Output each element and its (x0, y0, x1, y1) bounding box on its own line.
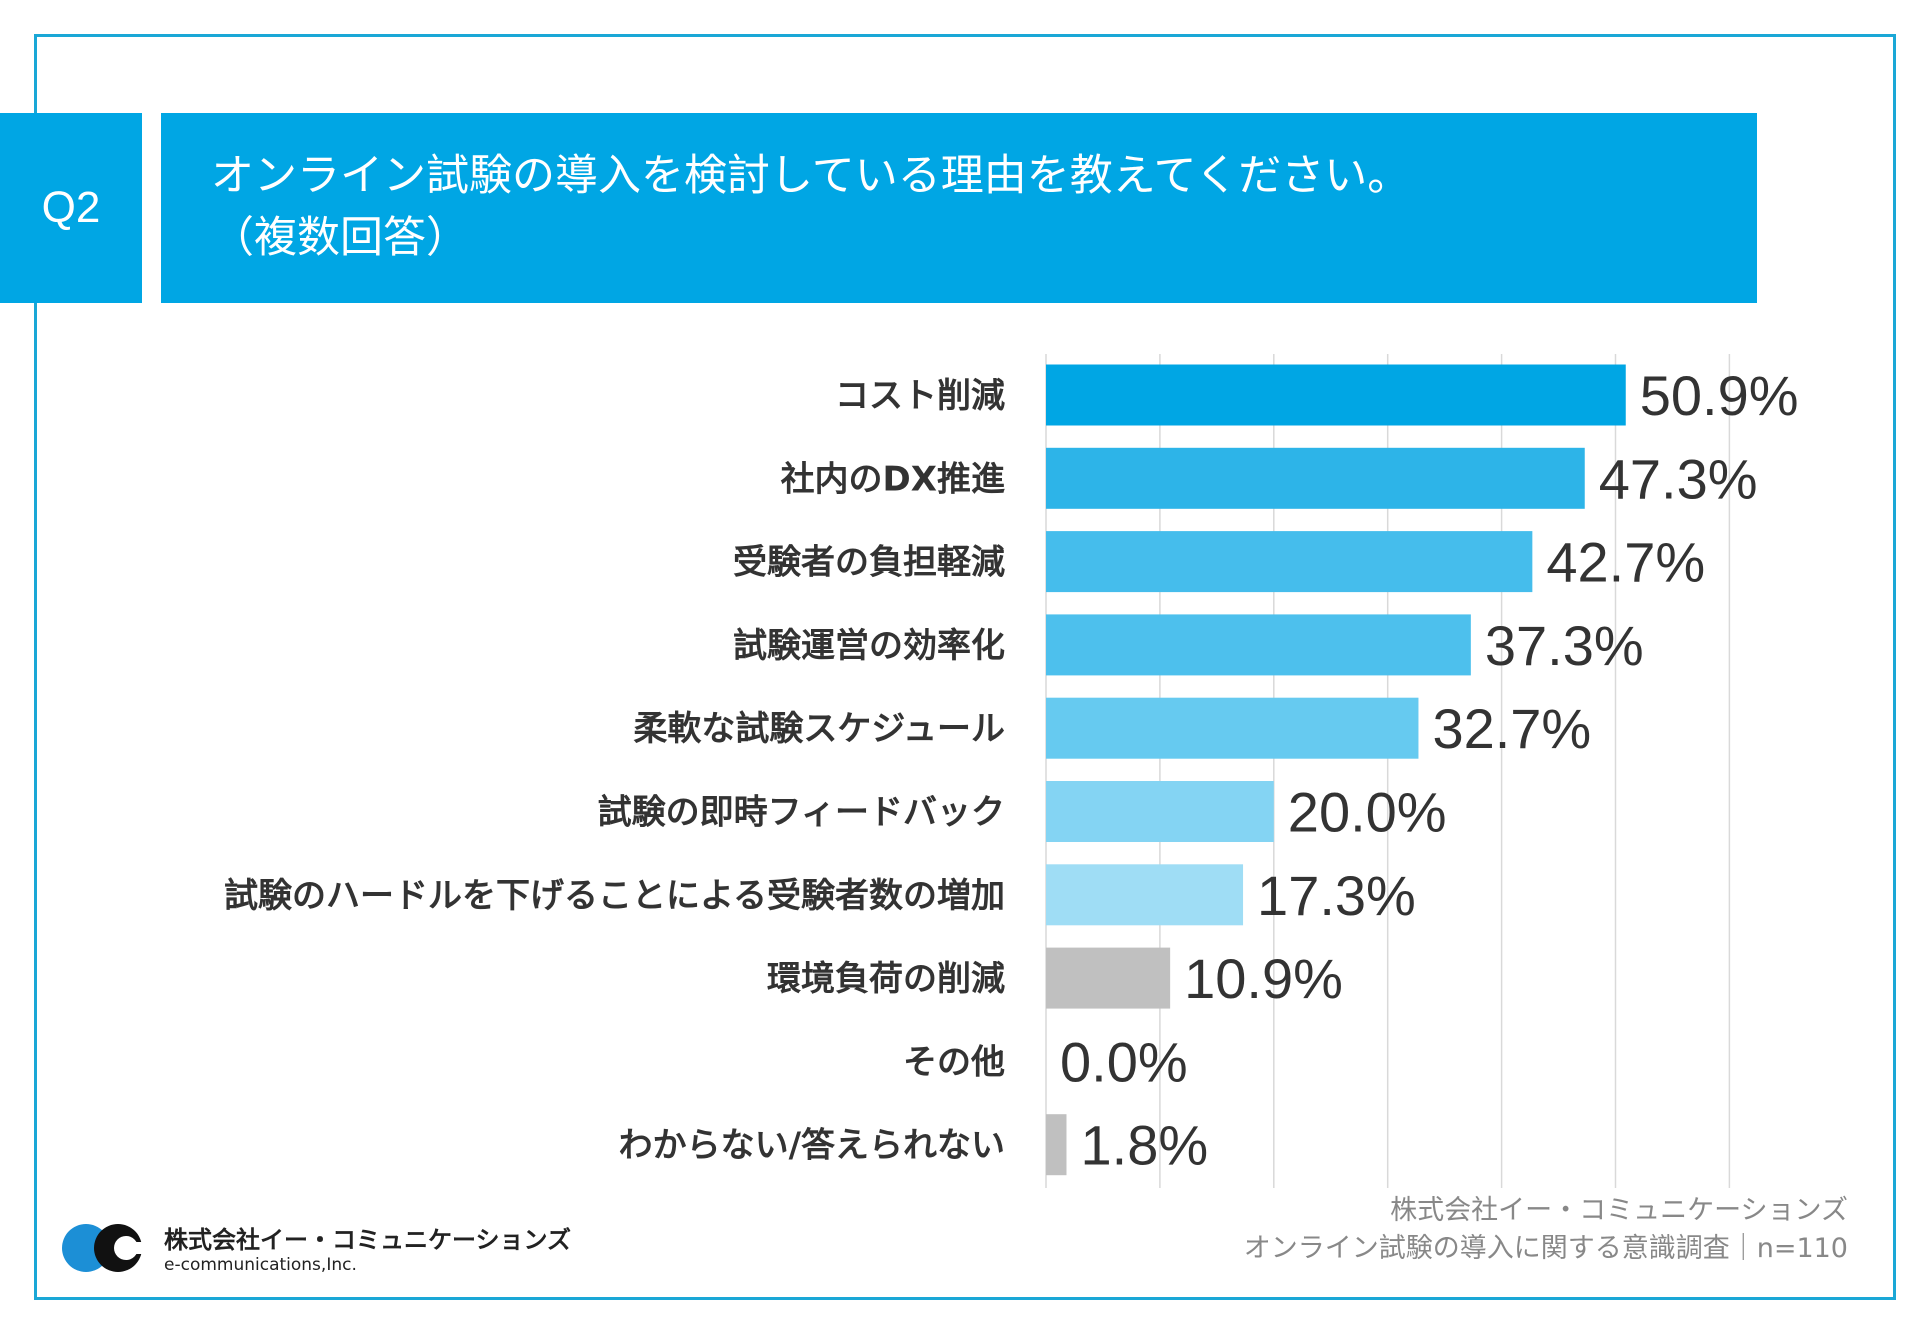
value-label: 37.3% (1485, 614, 1644, 677)
title-line-1: オンライン試験の導入を検討している理由を教えてください。 (211, 151, 1411, 201)
category-label: 試験運営の効率化 (733, 626, 1005, 666)
category-label: コスト削減 (835, 376, 1005, 416)
category-label: 環境負荷の削減 (767, 959, 1005, 999)
category-label: 試験のハードルを下げることによる受験者数の増加 (224, 876, 1005, 916)
bar (1046, 697, 1419, 759)
question-title: オンライン試験の導入を検討している理由を教えてください。 （複数回答） (161, 113, 1757, 303)
value-label: 42.7% (1546, 531, 1705, 594)
logo-company-jp: 株式会社イー・コミュニケーションズ (164, 1226, 572, 1254)
logo-mark-icon (62, 1223, 156, 1272)
bar (1046, 447, 1585, 509)
value-label: 0.0% (1060, 1030, 1188, 1093)
title-line-2: （複数回答） (211, 213, 469, 263)
value-label: 32.7% (1432, 697, 1591, 760)
category-label: 柔軟な試験スケジュール (633, 709, 1005, 749)
value-label: 50.9% (1640, 364, 1799, 427)
bar (1046, 1114, 1067, 1176)
logo-company-en: e-communications,Inc. (164, 1255, 357, 1275)
bar (1046, 614, 1471, 676)
footer-note: 株式会社イー・コミュニケーションズ オンライン試験の導入に関する意識調査｜n=1… (1244, 1192, 1848, 1268)
chart-frame (34, 34, 1896, 1300)
category-label: その他 (903, 1042, 1005, 1082)
bar (1046, 781, 1274, 842)
footer-survey: オンライン試験の導入に関する意識調査｜n=110 (1243, 1233, 1848, 1264)
category-label: 社内のDX推進 (781, 459, 1005, 499)
company-logo: 株式会社イー・コミュニケーションズ e-communications,Inc. (60, 1220, 571, 1275)
question-number: Q2 (0, 113, 142, 303)
footer-company: 株式会社イー・コミュニケーションズ (1390, 1195, 1848, 1226)
value-label: 17.3% (1257, 864, 1416, 927)
bar (1046, 864, 1244, 926)
category-label: 試験の即時フィードバック (598, 793, 1005, 833)
bar (1046, 364, 1626, 426)
category-label: 受験者の負担軽減 (733, 543, 1005, 583)
value-label: 20.0% (1288, 781, 1447, 844)
bar (1046, 947, 1171, 1009)
value-label: 47.3% (1599, 447, 1758, 510)
value-label: 10.9% (1184, 947, 1343, 1010)
bar (1046, 531, 1533, 593)
category-label: わからない/答えられない (619, 1126, 1005, 1166)
value-label: 1.8% (1081, 1114, 1209, 1177)
